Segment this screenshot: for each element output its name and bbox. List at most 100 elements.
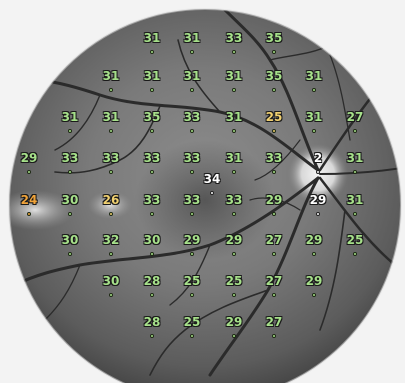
sensitivity-point[interactable]: 33 <box>53 151 87 179</box>
sensitivity-point[interactable]: 35 <box>257 31 291 59</box>
stimulus-dot <box>312 129 316 133</box>
sensitivity-point[interactable]: 29 <box>297 274 331 302</box>
sensitivity-value: 25 <box>183 315 201 329</box>
stimulus-dot <box>272 88 276 92</box>
stimulus-dot <box>272 129 276 133</box>
sensitivity-point[interactable]: 30 <box>94 274 128 302</box>
sensitivity-value: 31 <box>346 193 364 207</box>
sensitivity-point[interactable]: 29 <box>217 233 251 261</box>
sensitivity-value: 34 <box>203 172 221 186</box>
stimulus-dot <box>232 88 236 92</box>
sensitivity-point[interactable]: 29 <box>12 151 46 179</box>
sensitivity-point[interactable]: 33 <box>257 151 291 179</box>
sensitivity-point[interactable]: 25 <box>175 315 209 343</box>
sensitivity-point[interactable]: 33 <box>135 193 169 221</box>
sensitivity-value: 27 <box>265 274 283 288</box>
sensitivity-value: 35 <box>265 31 283 45</box>
sensitivity-value: 30 <box>102 274 120 288</box>
sensitivity-point[interactable]: 31 <box>135 31 169 59</box>
sensitivity-point[interactable]: 31 <box>217 110 251 138</box>
sensitivity-point[interactable]: 27 <box>257 274 291 302</box>
sensitivity-point[interactable]: 33 <box>175 110 209 138</box>
sensitivity-point[interactable]: 29 <box>217 315 251 343</box>
sensitivity-point[interactable]: 29 <box>175 233 209 261</box>
sensitivity-value: 27 <box>346 110 364 124</box>
stimulus-dot <box>272 334 276 338</box>
sensitivity-point[interactable]: 28 <box>135 274 169 302</box>
sensitivity-point[interactable]: 33 <box>217 31 251 59</box>
sensitivity-point[interactable]: 25 <box>257 110 291 138</box>
sensitivity-point[interactable]: 31 <box>338 151 372 179</box>
sensitivity-point[interactable]: 34 <box>195 172 229 200</box>
sensitivity-point[interactable]: 26 <box>94 193 128 221</box>
sensitivity-point[interactable]: 27 <box>257 315 291 343</box>
sensitivity-point[interactable]: 31 <box>297 110 331 138</box>
stimulus-dot <box>109 129 113 133</box>
stimulus-dot <box>109 293 113 297</box>
stimulus-dot <box>232 50 236 54</box>
sensitivity-value: 33 <box>143 193 161 207</box>
sensitivity-value: 31 <box>102 69 120 83</box>
sensitivity-point[interactable]: 30 <box>135 233 169 261</box>
sensitivity-value: 29 <box>225 233 243 247</box>
stimulus-dot <box>232 170 236 174</box>
sensitivity-point[interactable]: 31 <box>53 110 87 138</box>
sensitivity-point[interactable]: 29 <box>301 193 335 221</box>
sensitivity-value: 31 <box>61 110 79 124</box>
stimulus-dot <box>312 88 316 92</box>
stimulus-dot <box>272 170 276 174</box>
sensitivity-point[interactable]: 30 <box>53 193 87 221</box>
sensitivity-value: 35 <box>143 110 161 124</box>
sensitivity-point[interactable]: 29 <box>297 233 331 261</box>
sensitivity-point[interactable]: 31 <box>217 69 251 97</box>
sensitivity-point[interactable]: 2 <box>301 151 335 179</box>
sensitivity-point[interactable]: 33 <box>175 151 209 179</box>
sensitivity-point[interactable]: 27 <box>338 110 372 138</box>
sensitivity-point[interactable]: 33 <box>94 151 128 179</box>
stimulus-dot <box>150 252 154 256</box>
sensitivity-point[interactable]: 27 <box>257 233 291 261</box>
stimulus-dot <box>150 212 154 216</box>
sensitivity-value: 33 <box>265 151 283 165</box>
sensitivity-point[interactable]: 31 <box>217 151 251 179</box>
sensitivity-value: 33 <box>102 151 120 165</box>
sensitivity-point[interactable]: 31 <box>94 69 128 97</box>
stimulus-dot <box>316 212 320 216</box>
sensitivity-value: 33 <box>183 110 201 124</box>
stimulus-dot <box>150 129 154 133</box>
sensitivity-value: 33 <box>61 151 79 165</box>
sensitivity-point[interactable]: 30 <box>53 233 87 261</box>
stimulus-dot <box>27 212 31 216</box>
sensitivity-point[interactable]: 25 <box>175 274 209 302</box>
sensitivity-point[interactable]: 25 <box>217 274 251 302</box>
sensitivity-point[interactable]: 28 <box>135 315 169 343</box>
sensitivity-value: 33 <box>225 193 243 207</box>
sensitivity-point[interactable]: 31 <box>297 69 331 97</box>
sensitivity-point[interactable]: 31 <box>175 69 209 97</box>
sensitivity-value: 31 <box>183 69 201 83</box>
stimulus-dot <box>150 334 154 338</box>
stimulus-dot <box>68 129 72 133</box>
stimulus-dot <box>272 50 276 54</box>
sensitivity-point[interactable]: 29 <box>257 193 291 221</box>
sensitivity-point[interactable]: 33 <box>175 193 209 221</box>
stimulus-dot <box>109 88 113 92</box>
stimulus-dot <box>232 252 236 256</box>
stimulus-dot <box>232 334 236 338</box>
stimulus-dot <box>190 334 194 338</box>
sensitivity-point[interactable]: 33 <box>217 193 251 221</box>
sensitivity-point[interactable]: 33 <box>135 151 169 179</box>
sensitivity-point[interactable]: 25 <box>338 233 372 261</box>
sensitivity-point[interactable]: 31 <box>338 193 372 221</box>
sensitivity-point[interactable]: 35 <box>257 69 291 97</box>
sensitivity-point[interactable]: 24 <box>12 193 46 221</box>
sensitivity-point[interactable]: 35 <box>135 110 169 138</box>
sensitivity-point[interactable]: 32 <box>94 233 128 261</box>
sensitivity-point[interactable]: 31 <box>135 69 169 97</box>
sensitivity-point[interactable]: 31 <box>175 31 209 59</box>
sensitivity-value: 30 <box>61 233 79 247</box>
sensitivity-value: 25 <box>265 110 283 124</box>
sensitivity-point[interactable]: 31 <box>94 110 128 138</box>
sensitivity-value: 29 <box>305 233 323 247</box>
